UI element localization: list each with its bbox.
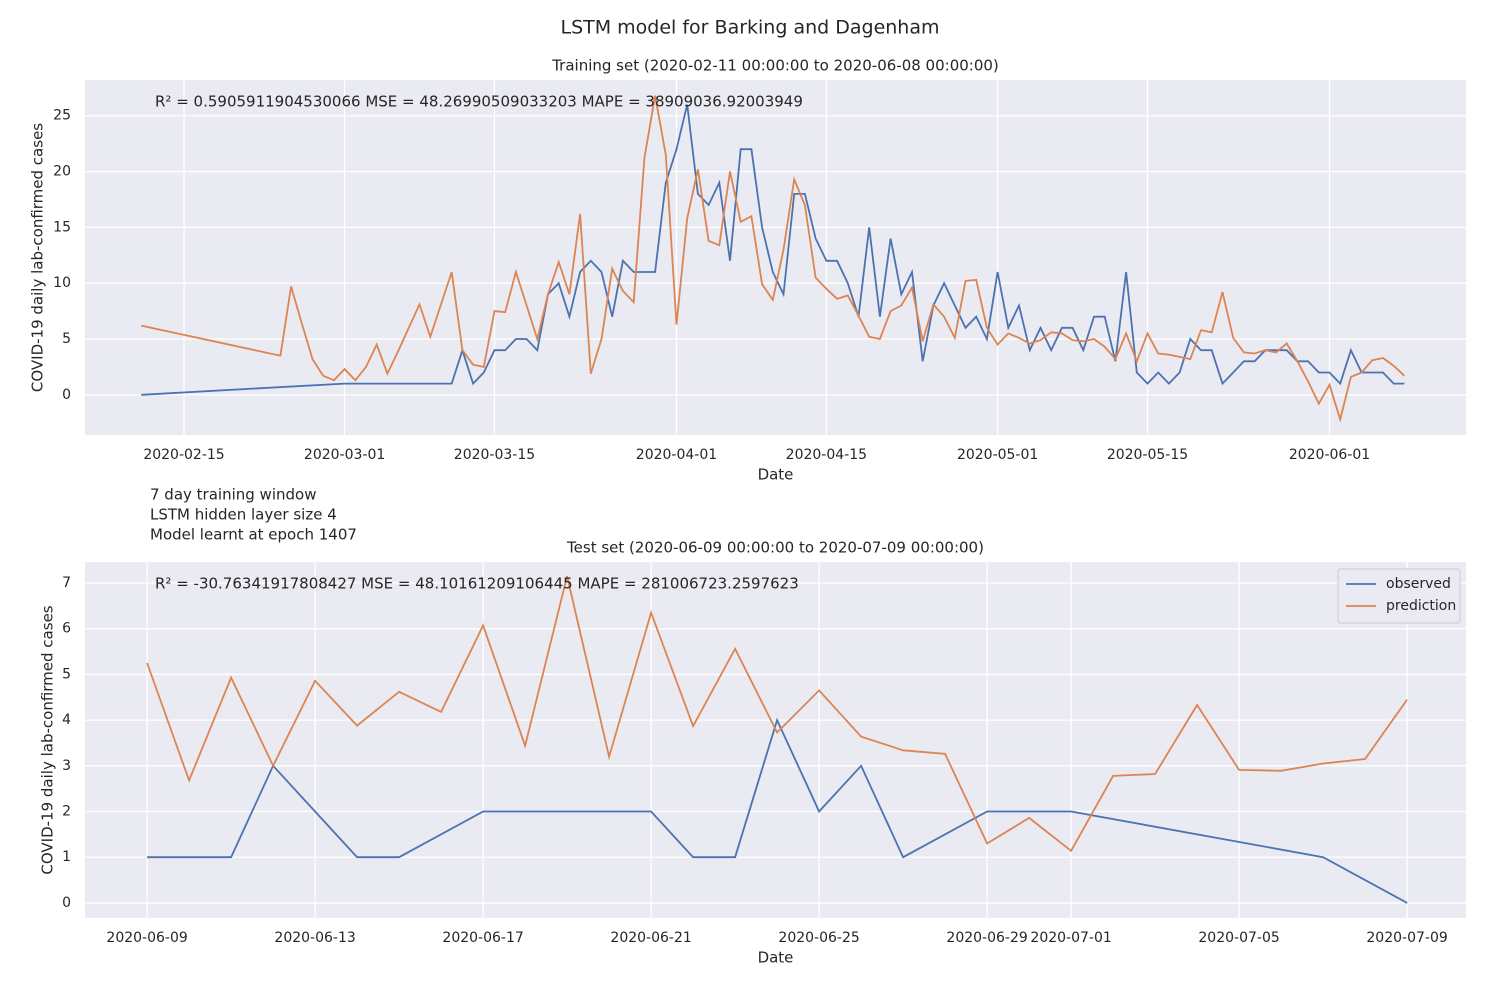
x-tick-label: 2020-05-15 xyxy=(1107,447,1188,463)
plot-area xyxy=(85,562,1466,918)
line xyxy=(146,575,1408,853)
x-axis-label: Date xyxy=(758,466,794,484)
line xyxy=(141,95,1406,423)
x-tick-label: 2020-06-21 xyxy=(610,930,691,946)
annotation: R² = 0.5905911904530066 MSE = 48.2699050… xyxy=(155,93,803,111)
y-tick-label: 5 xyxy=(62,331,71,347)
y-axis-label: COVID-19 daily lab-confirmed cases xyxy=(39,605,57,874)
figure-title: LSTM model for Barking and Dagenham xyxy=(560,17,939,39)
legend-label: observed xyxy=(1386,576,1451,592)
y-tick-label: 3 xyxy=(62,758,71,774)
y-tick-label: 10 xyxy=(53,275,71,291)
y-tick-label: 0 xyxy=(62,387,71,403)
y-tick-label: 15 xyxy=(53,219,71,235)
y-tick-label: 4 xyxy=(62,712,71,728)
y-tick-label: 7 xyxy=(62,575,71,591)
x-tick-label: 2020-07-01 xyxy=(1030,930,1111,946)
note: 7 day training window xyxy=(150,486,316,504)
y-tick-label: 20 xyxy=(53,164,71,180)
plot-area xyxy=(85,80,1466,435)
legend-label: prediction xyxy=(1386,598,1456,614)
y-tick-label: 2 xyxy=(62,804,71,820)
legend-box xyxy=(1337,568,1461,624)
x-tick-label: 2020-06-17 xyxy=(442,930,523,946)
x-tick-label: 2020-03-01 xyxy=(304,447,385,463)
subplot-title: Training set (2020-02-11 00:00:00 to 202… xyxy=(551,57,999,75)
y-tick-label: 5 xyxy=(62,666,71,682)
x-tick-label: 2020-07-09 xyxy=(1366,930,1447,946)
x-tick-label: 2020-04-15 xyxy=(786,447,867,463)
x-tick-label: 2020-06-25 xyxy=(778,930,859,946)
x-tick-label: 2020-06-01 xyxy=(1289,447,1370,463)
x-tick-label: 2020-07-05 xyxy=(1198,930,1279,946)
y-tick-label: 25 xyxy=(53,108,71,124)
x-tick-label: 2020-06-09 xyxy=(106,930,187,946)
y-tick-label: 0 xyxy=(62,895,71,911)
x-tick-label: 2020-06-13 xyxy=(274,930,355,946)
y-tick-label: 1 xyxy=(62,849,71,865)
note: LSTM hidden layer size 4 xyxy=(150,506,337,524)
y-axis-label: COVID-19 daily lab-confirmed cases xyxy=(29,123,47,392)
x-tick-label: 2020-06-29 xyxy=(946,930,1027,946)
annotation: R² = -30.76341917808427 MSE = 48.1016120… xyxy=(155,575,799,593)
line xyxy=(147,717,1408,904)
y-tick-label: 6 xyxy=(62,621,71,637)
x-tick-label: 2020-03-15 xyxy=(454,447,535,463)
x-tick-label: 2020-02-15 xyxy=(143,447,224,463)
x-axis-label: Date xyxy=(758,949,794,967)
x-tick-label: 2020-05-01 xyxy=(957,447,1038,463)
x-tick-label: 2020-04-01 xyxy=(636,447,717,463)
subplot-title: Test set (2020-06-09 00:00:00 to 2020-07… xyxy=(566,539,984,557)
note: Model learnt at epoch 1407 xyxy=(150,526,357,544)
line xyxy=(141,104,1405,396)
